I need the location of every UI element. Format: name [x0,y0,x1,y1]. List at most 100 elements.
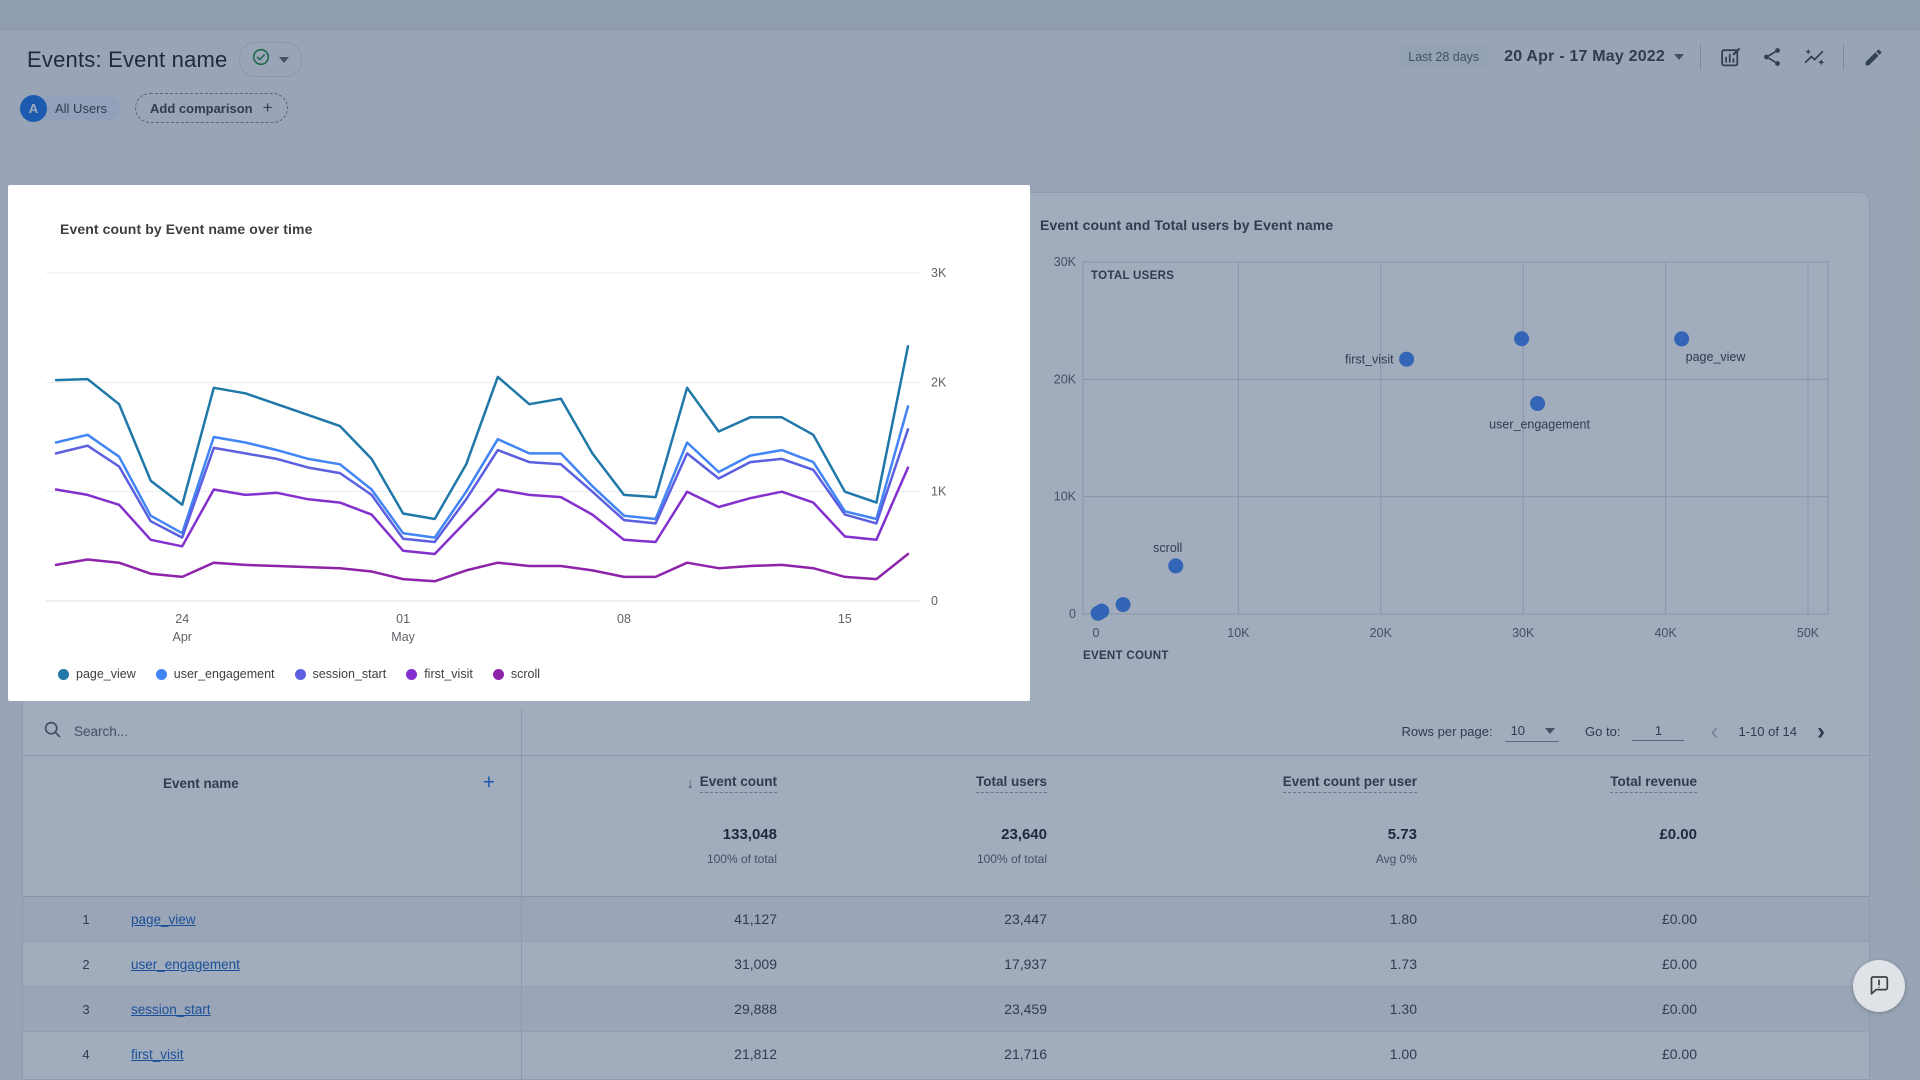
date-preset-label: Last 28 days [1399,46,1489,68]
scatter-label-page_view: page_view [1686,350,1747,364]
totals-event-count: 133,048 [722,826,777,843]
report-header: Events: Event name A All Users Add compa… [0,30,1920,160]
feedback-button[interactable] [1853,960,1905,1012]
table-totals-row: 133,048 100% of total 23,640 100% of tot… [23,810,1869,896]
scatter-point-unlabeled [1115,597,1131,613]
svg-text:10K: 10K [1054,490,1077,504]
search-input[interactable] [74,724,374,739]
event-count-per-user-cell: 1.80 [1389,911,1417,927]
total-users-cell: 21,716 [1004,1046,1047,1062]
event-count-per-user-cell: 1.73 [1389,956,1417,972]
table-column-divider [521,708,522,1079]
table-search[interactable] [43,720,374,744]
event-name-cell: page_view [131,912,521,927]
legend-dot [58,668,69,680]
legend-item-user_engagement[interactable]: user_engagement [155,667,275,681]
table-row: 3 session_start 29,888 23,459 1.30 £0.00 [23,986,1869,1031]
legend-item-scroll[interactable]: scroll [492,667,540,681]
table-header-row: Event name + ↓ Event count Total users E… [23,756,1869,810]
avatar: A [20,94,47,122]
goto-page-input[interactable] [1632,722,1685,741]
scatter-point-page_view [1674,331,1690,347]
column-header-total-revenue[interactable]: Total revenue [1431,774,1711,793]
plus-icon: + [262,98,273,117]
svg-text:Apr: Apr [172,630,191,644]
column-header-total-users[interactable]: Total users [791,774,1061,793]
total-users-cell: 23,447 [1004,911,1047,927]
chevron-down-icon [1674,54,1684,60]
svg-text:2K: 2K [931,375,947,389]
rows-per-page-value: 10 [1510,723,1526,738]
event-name-link[interactable]: first_visit [131,1046,184,1062]
legend-dot [406,668,418,680]
totals-revenue: £0.00 [1659,826,1697,843]
event-name-link[interactable]: session_start [131,1001,211,1017]
line-chart[interactable]: 3K 2K 1K 0 24 Apr 01 May 08 15 [38,251,998,651]
line-chart-title: Event count by Event name over time [60,221,313,237]
prev-page-icon[interactable]: ‹ [1710,717,1719,745]
table-row: 4 first_visit 21,812 21,716 1.00 £0.00 [23,1031,1869,1076]
next-page-icon[interactable]: › [1817,717,1825,745]
feedback-bubble-icon [1868,974,1890,999]
event-count-cell: 31,009 [734,956,777,972]
totals-total-users: 23,640 [1001,826,1047,843]
event-name-cell: user_engagement [131,957,521,972]
line-chart-card-highlighted: Event count by Event name over time 3K 2K… [8,185,1030,701]
svg-text:01: 01 [396,612,410,626]
total-revenue-cell: £0.00 [1661,1001,1697,1017]
add-comparison-button[interactable]: Add comparison + [135,93,288,123]
totals-total-users-sub: 100% of total [976,852,1047,866]
sort-desc-icon: ↓ [686,775,694,791]
totals-per-user: 5.73 [1387,826,1417,843]
rows-per-page-select[interactable]: 10 [1504,721,1560,742]
svg-text:20K: 20K [1370,626,1393,640]
edit-icon[interactable] [1860,44,1886,70]
customize-report-icon[interactable] [1717,44,1743,70]
svg-text:10K: 10K [1227,626,1250,640]
line-series-page_view [54,345,910,521]
total-users-cell: 17,937 [1004,956,1047,972]
insights-icon[interactable] [1801,44,1827,70]
totals-event-count-sub: 100% of total [706,852,777,866]
report-status-dropdown[interactable] [239,42,303,77]
svg-text:3K: 3K [931,266,947,280]
legend-item-first_visit[interactable]: first_visit [406,667,473,681]
svg-text:May: May [391,630,415,644]
line-series-first_visit [54,466,910,556]
add-column-icon[interactable]: + [482,771,495,794]
scatter-chart[interactable]: 0 10K 20K 30K 40K 50K 30K 20K 10K 0 TOTAL USERS EVE… [1038,247,1858,671]
scatter-point-unlabeled [1090,605,1106,621]
event-name-link[interactable]: page_view [131,911,196,927]
column-header-event-count[interactable]: ↓ Event count [686,773,777,793]
svg-text:15: 15 [838,612,852,626]
comparison-chip-all-users[interactable]: A All Users [20,94,122,122]
svg-text:30K: 30K [1054,255,1077,269]
scatter-chart-title: Event count and Total users by Event nam… [1040,217,1334,233]
chevron-down-icon [279,56,290,63]
divider [1700,44,1701,70]
legend-label: page_view [76,667,136,681]
legend-label: user_engagement [173,667,275,681]
event-name-cell: first_visit [131,1047,521,1062]
date-range-picker[interactable]: 20 Apr - 17 May 2022 [1504,48,1684,66]
event-name-link[interactable]: user_engagement [131,956,240,972]
share-icon[interactable] [1759,44,1785,70]
legend-item-session_start[interactable]: session_start [294,667,386,681]
legend-item-page_view[interactable]: page_view [58,667,136,681]
check-circle-icon [252,48,270,71]
svg-text:20K: 20K [1054,372,1077,386]
chevron-down-icon [1545,727,1556,734]
svg-text:EVENT COUNT: EVENT COUNT [1083,650,1169,662]
line-series-scroll [54,552,910,583]
scatter-label-first_visit: first_visit [1345,353,1394,367]
scatter-point-session_start [1514,331,1530,347]
scatter-point-scroll [1168,558,1184,574]
scatter-label-scroll: scroll [1153,541,1182,555]
svg-text:08: 08 [617,612,631,626]
table-toolbar: Rows per page: 10 Go to: ‹ 1-10 of 14 › [23,708,1869,756]
legend-label: scroll [510,667,540,681]
column-header-event-name[interactable]: Event name [163,775,239,791]
line-series-user_engagement [54,405,910,539]
column-header-event-count-per-user[interactable]: Event count per user [1061,774,1431,793]
search-icon [43,720,62,744]
